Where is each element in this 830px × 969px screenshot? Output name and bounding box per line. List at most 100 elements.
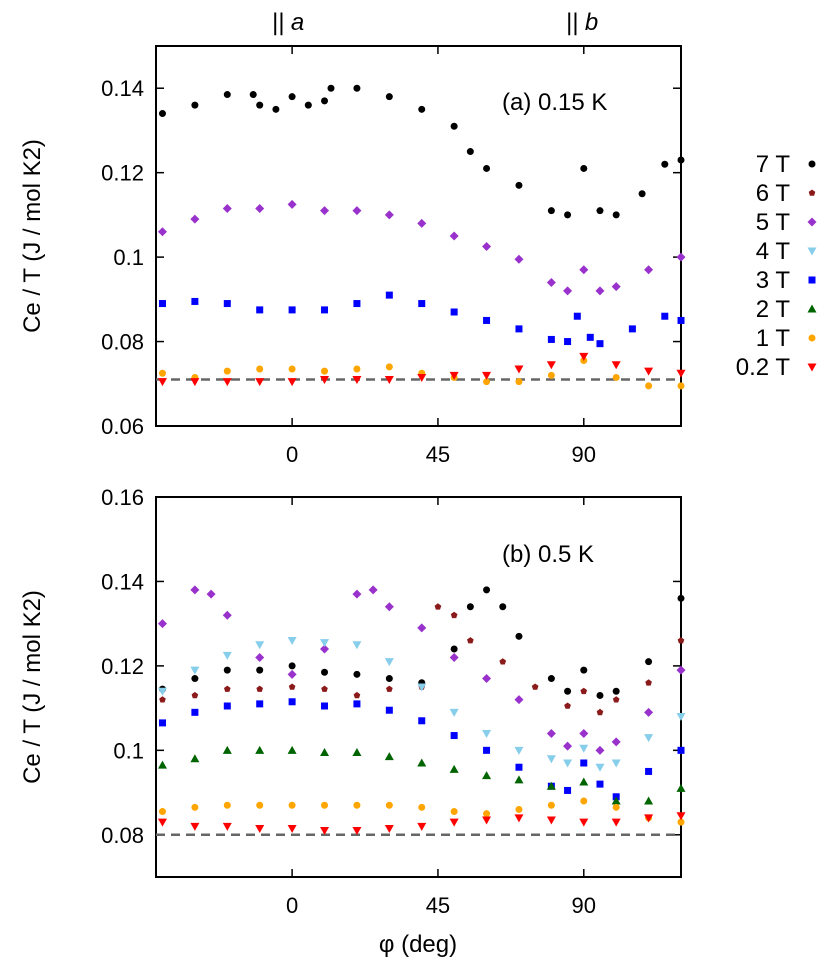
data-point [595, 763, 605, 772]
data-point [580, 797, 588, 805]
data-point [547, 675, 555, 683]
data-point [579, 265, 589, 275]
panel-a-frame [155, 45, 682, 427]
data-point [482, 242, 492, 252]
series-7-t [158, 84, 685, 219]
data-point [596, 691, 604, 699]
data-point [157, 378, 167, 387]
x-tick-label: 45 [426, 893, 450, 918]
data-point [483, 586, 491, 594]
data-point [191, 691, 199, 699]
data-point [595, 286, 605, 296]
data-point [466, 148, 474, 156]
data-point [450, 122, 458, 130]
data-point [466, 603, 474, 611]
data-point [386, 685, 393, 692]
data-point [417, 373, 427, 382]
data-point [385, 363, 393, 371]
series-4-t [157, 637, 686, 772]
data-point [320, 644, 330, 654]
data-point [321, 97, 329, 105]
data-point [483, 746, 491, 754]
data-point [352, 827, 362, 836]
data-point [191, 675, 199, 683]
data-point [417, 822, 427, 831]
data-point [546, 361, 556, 370]
data-point [547, 801, 555, 809]
y-tick-label: 0.14 [101, 76, 144, 101]
data-point [418, 803, 426, 811]
data-point [564, 338, 572, 346]
x-axis-label: φ (deg) [379, 931, 457, 958]
data-point [158, 300, 166, 308]
legend-marker [808, 276, 816, 284]
data-point [546, 277, 556, 287]
data-point [352, 376, 362, 385]
data-point [256, 365, 264, 373]
x-tick-label: 90 [572, 893, 596, 918]
data-point [223, 91, 231, 99]
data-point [676, 783, 686, 792]
data-point [676, 252, 686, 262]
data-point [288, 683, 296, 690]
data-point [515, 763, 523, 771]
data-point [483, 378, 491, 386]
data-point [546, 816, 556, 825]
data-point [586, 333, 594, 341]
y-tick-label: 0.12 [101, 654, 144, 679]
data-point [482, 816, 492, 825]
data-point [288, 698, 296, 706]
data-point [255, 824, 265, 833]
legend-marker [808, 189, 816, 196]
y-tick-label: 0.08 [101, 823, 144, 848]
data-point [352, 206, 362, 216]
data-point [353, 84, 361, 92]
data-point [611, 361, 621, 370]
data-point [190, 822, 200, 831]
data-point [596, 207, 604, 215]
data-point [417, 758, 427, 767]
data-point [320, 827, 330, 836]
data-point [628, 325, 636, 333]
panel-b-ylabel: Ce / T (J / mol K2) [19, 590, 46, 784]
data-point [190, 214, 200, 224]
data-point [514, 775, 524, 784]
legend-marker [807, 247, 817, 256]
data-point [368, 585, 378, 595]
data-point [564, 702, 571, 709]
data-point [579, 818, 589, 827]
data-point [223, 367, 231, 375]
data-point [611, 818, 621, 827]
data-point [677, 818, 685, 826]
series-1-t [158, 797, 685, 826]
series-0-2-t [157, 812, 686, 836]
data-point [563, 759, 573, 768]
data-point [645, 679, 652, 686]
x-tick-label: 0 [286, 893, 298, 918]
data-point [191, 297, 199, 305]
data-point [384, 752, 394, 761]
data-point [677, 156, 685, 164]
data-point [449, 708, 459, 717]
data-point [515, 325, 523, 333]
data-point [661, 160, 669, 168]
data-point [580, 666, 588, 674]
panel-b: (b) 0.5 K Ce / T (J / mol K2) 0.08 0.1 0.1… [19, 485, 686, 918]
data-point [417, 623, 427, 633]
data-point [645, 658, 653, 666]
data-point [644, 796, 654, 805]
data-point [612, 803, 620, 811]
data-point [190, 378, 200, 387]
panel-a-annotation: (a) 0.15 K [502, 89, 607, 116]
legend-label: 5 T [756, 209, 791, 236]
data-point [596, 780, 604, 788]
data-point [158, 369, 166, 377]
data-point [288, 801, 296, 809]
data-point [190, 585, 200, 595]
data-point [384, 210, 394, 220]
data-point [611, 759, 621, 768]
data-point [547, 207, 555, 215]
data-point [611, 737, 621, 747]
data-point [255, 641, 265, 650]
data-point [223, 702, 231, 710]
